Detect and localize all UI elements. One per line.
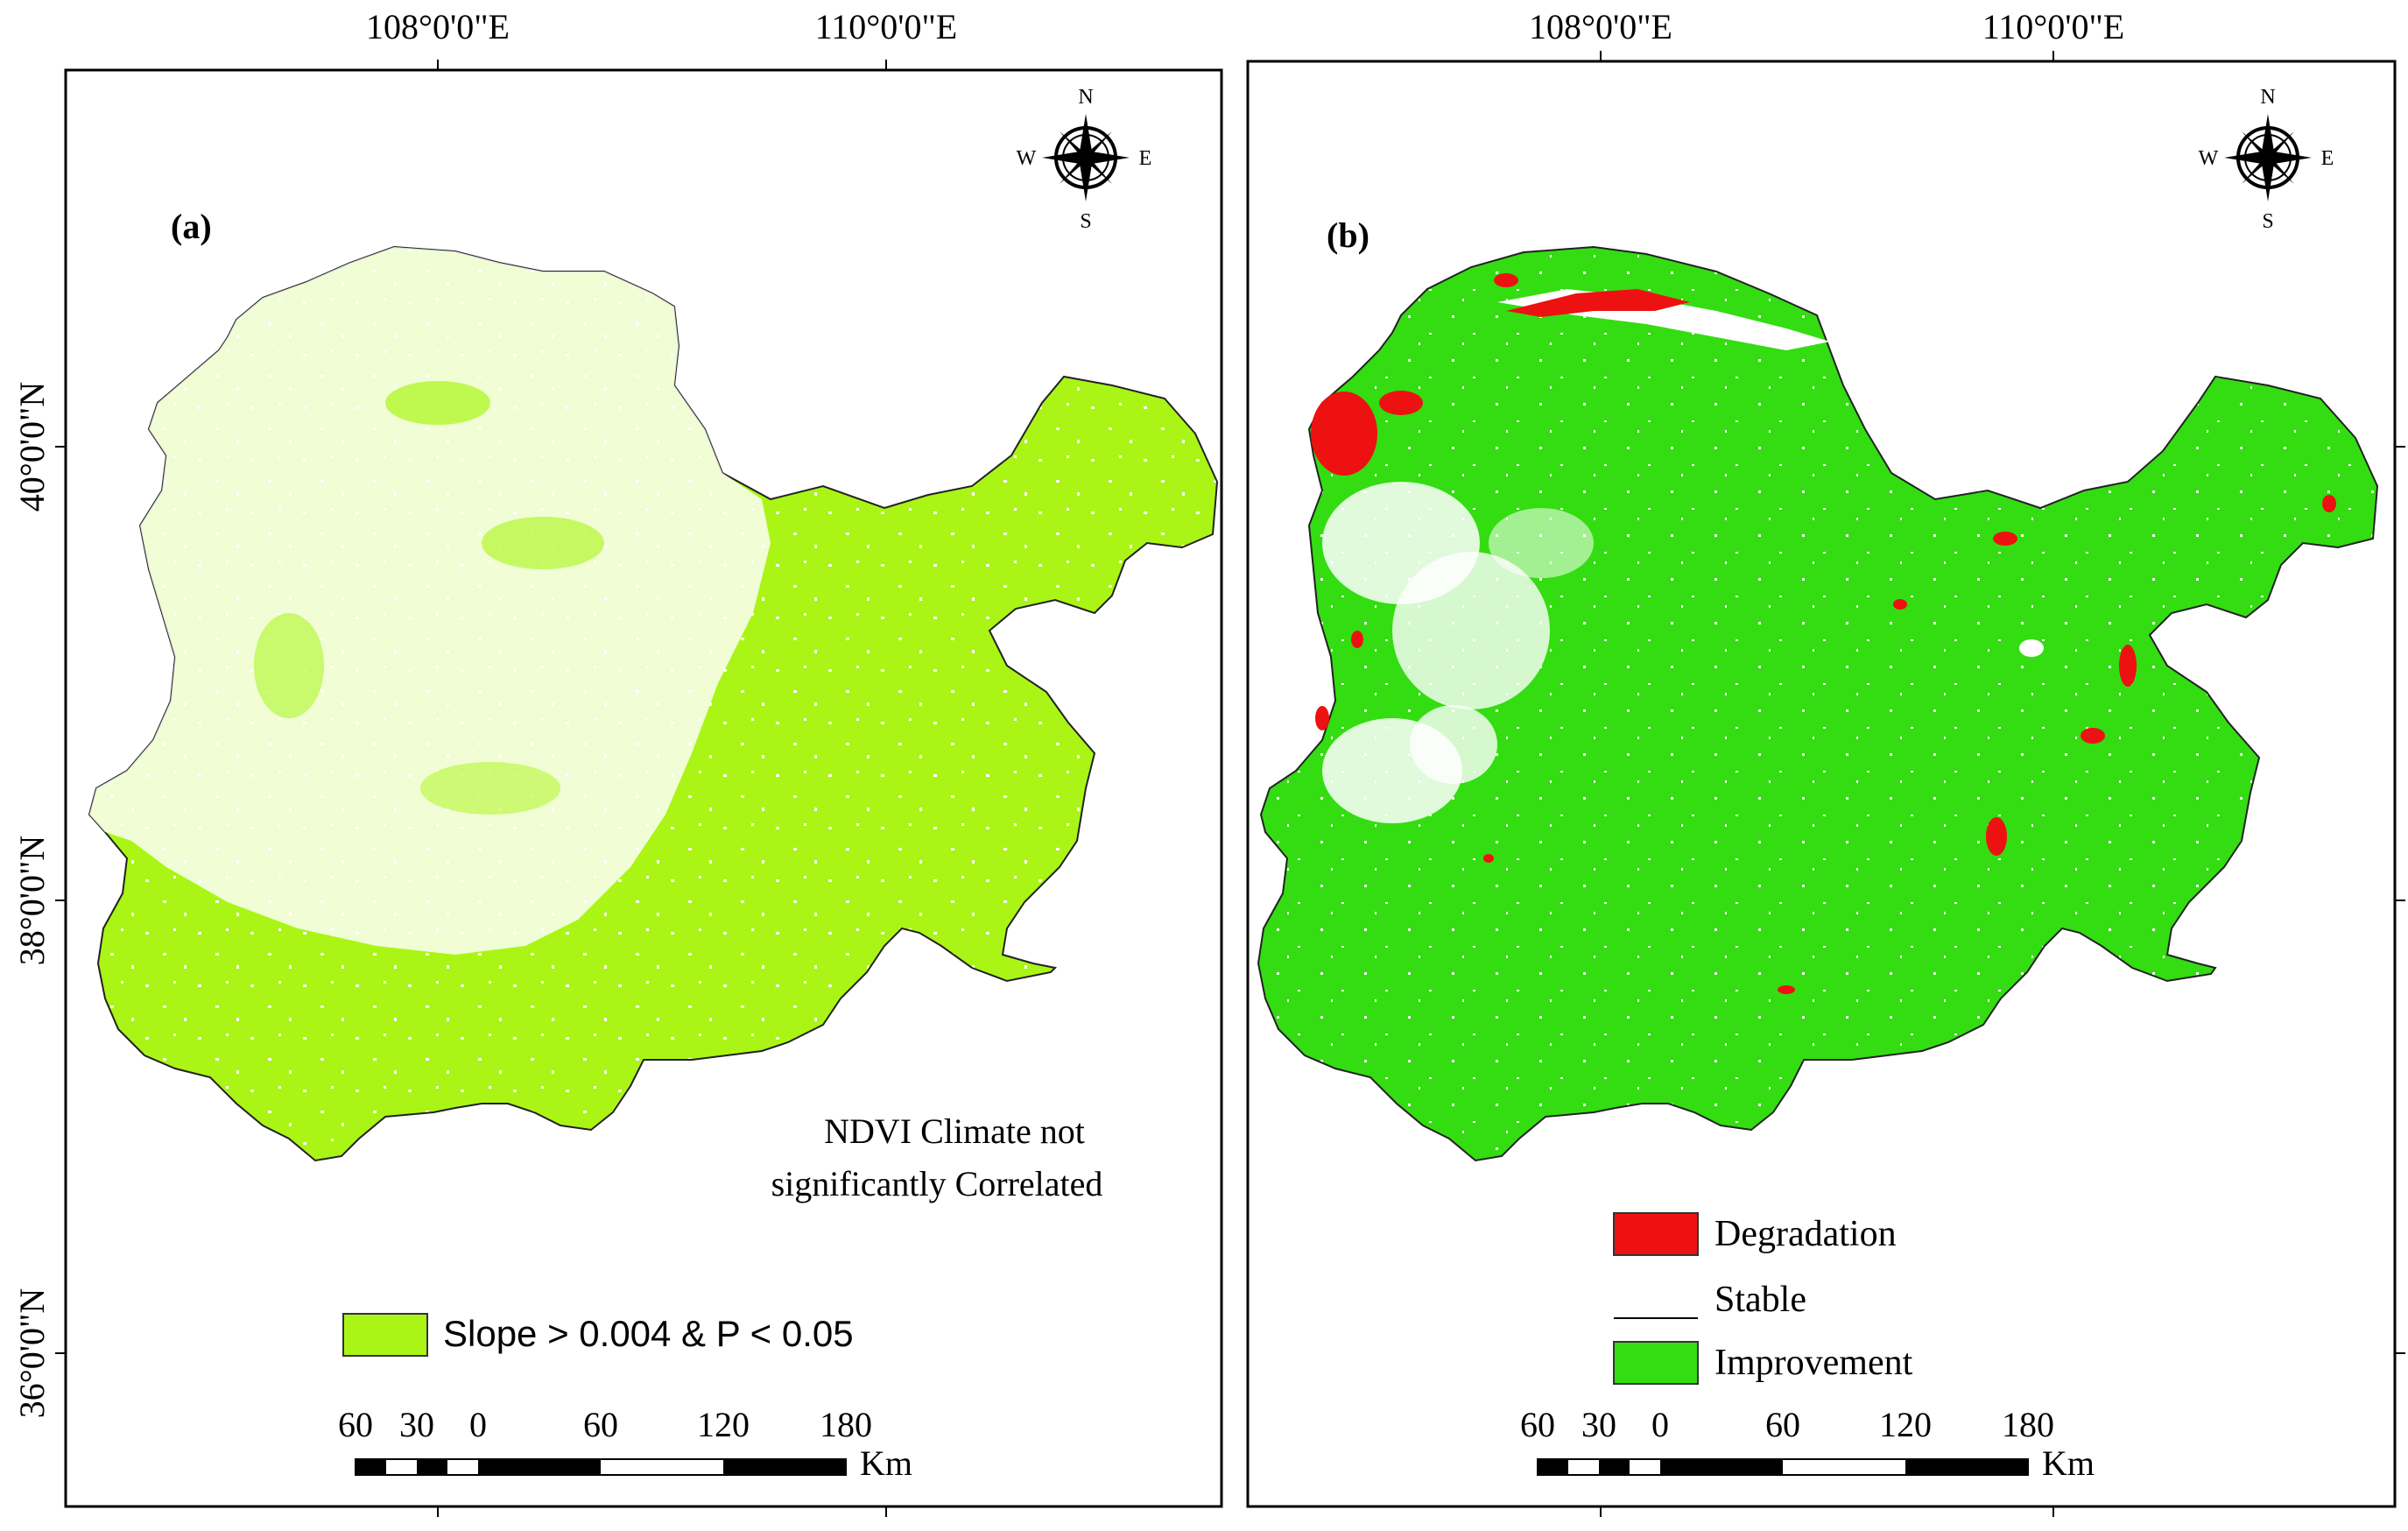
legend-a-label-slope: Slope > 0.004 & P < 0.05 xyxy=(443,1313,854,1354)
panel-a-letter: (a) xyxy=(171,207,212,246)
scale-b-seg-3 xyxy=(1660,1459,1783,1475)
lon-label-a-110: 110°0'0"E xyxy=(815,7,957,46)
lon-label-b-110: 110°0'0"E xyxy=(1982,7,2124,46)
degradation-strip-north-b xyxy=(1506,289,1690,317)
degradation-patch-b-6 xyxy=(2119,645,2137,687)
legend-b-label-stable: Stable xyxy=(1714,1280,1806,1320)
degradation-patch-b-8 xyxy=(1315,706,1329,730)
green-patch-a-3 xyxy=(254,613,324,718)
scale-a-seg-4 xyxy=(723,1459,846,1475)
scale-bar-a: 60 30 0 60 120 180 Km xyxy=(338,1405,912,1483)
compass-b-n: N xyxy=(2260,86,2275,109)
compass-b: N S E W xyxy=(2199,86,2334,233)
degradation-patch-b-2 xyxy=(1379,391,1423,415)
green-patch-a-4 xyxy=(420,762,560,815)
green-patch-a-1 xyxy=(385,381,490,425)
degradation-patch-b-12 xyxy=(1483,854,1494,863)
compass-a-e: E xyxy=(1139,147,1152,170)
scale-b-tick-label-4: 120 xyxy=(1879,1405,1932,1444)
scale-b-tick-label-2: 0 xyxy=(1651,1405,1669,1444)
scale-b-tick-label-5: 180 xyxy=(2002,1405,2054,1444)
degradation-patch-b-1 xyxy=(1311,392,1377,476)
scale-b-tick-label-0: 60 xyxy=(1520,1405,1555,1444)
lat-label-36: 36°0'0"N xyxy=(12,1288,52,1418)
stable-patch-b-4 xyxy=(1410,705,1497,784)
degradation-patch-b-11 xyxy=(1893,599,1907,610)
panel-b: 108°0'0"E 110°0'0"E xyxy=(1246,7,2405,1517)
degradation-patch-b-10 xyxy=(2322,495,2336,512)
compass-a-s: S xyxy=(1080,210,1091,233)
scale-a-seg-1 xyxy=(356,1459,386,1475)
degradation-patch-b-9 xyxy=(1351,631,1363,648)
scale-a-tick-label-2: 0 xyxy=(469,1405,487,1444)
stable-patch-b-2 xyxy=(1392,552,1550,709)
lon-label-b-108: 108°0'0"E xyxy=(1529,7,1672,46)
compass-b-s: S xyxy=(2262,210,2273,233)
scale-a-seg-3 xyxy=(478,1459,601,1475)
scale-b-tick-label-3: 60 xyxy=(1765,1405,1800,1444)
not-significant-zone-a xyxy=(89,247,771,955)
lon-label-a-108: 108°0'0"E xyxy=(366,7,510,46)
scale-b-unit: Km xyxy=(2042,1443,2095,1483)
panel-a-annotation-line2: significantly Correlated xyxy=(771,1164,1103,1203)
scale-b-tick-label-1: 30 xyxy=(1581,1405,1616,1444)
region-map-b xyxy=(1257,245,2379,1162)
scale-a-seg-2 xyxy=(417,1459,447,1475)
scale-b-seg-2 xyxy=(1599,1459,1630,1475)
lat-label-40: 40°0'0"N xyxy=(12,382,52,512)
degradation-patch-b-7 xyxy=(1993,532,2017,546)
scale-a-unit: Km xyxy=(860,1443,912,1483)
degradation-patch-b-4 xyxy=(1986,817,2007,856)
compass-a-n: N xyxy=(1078,86,1093,109)
legend-a-swatch-slope xyxy=(342,1313,428,1357)
compass-b-e: E xyxy=(2321,147,2334,170)
legend-b-swatch-improvement xyxy=(1613,1341,1699,1385)
legend-b-label-improvement: Improvement xyxy=(1714,1343,1913,1383)
scale-a-tick-label-1: 30 xyxy=(399,1405,434,1444)
scale-a-tick-label-3: 60 xyxy=(583,1405,618,1444)
compass-a-w: W xyxy=(1017,147,1037,170)
scale-a-tick-label-4: 120 xyxy=(697,1405,750,1444)
scale-b-seg-1 xyxy=(1538,1459,1568,1475)
scale-b-seg-4 xyxy=(1905,1459,2028,1475)
degradation-patch-b-13 xyxy=(1778,985,1795,994)
panel-a: 108°0'0"E 110°0'0"E 40°0'0"N 38°0'0"N 36… xyxy=(12,7,1223,1517)
legend-b-label-degradation: Degradation xyxy=(1714,1214,1897,1254)
stable-patch-b-5 xyxy=(1489,508,1594,578)
stable-patch-b-6 xyxy=(2019,639,2044,657)
panel-b-letter: (b) xyxy=(1327,215,1369,255)
scale-bar-b: 60 30 0 60 120 180 Km xyxy=(1520,1405,2095,1483)
legend-b-swatch-degradation xyxy=(1613,1212,1699,1256)
degradation-patch-b-3 xyxy=(1494,273,1518,287)
compass-a: N S E W xyxy=(1017,86,1152,233)
panel-a-annotation-line1: NDVI Climate not xyxy=(824,1111,1085,1151)
compass-b-w: W xyxy=(2199,147,2219,170)
scale-a-tick-label-5: 180 xyxy=(820,1405,872,1444)
lat-label-38: 38°0'0"N xyxy=(12,836,52,965)
green-patch-a-2 xyxy=(482,517,604,569)
scale-a-tick-label-0: 60 xyxy=(338,1405,373,1444)
degradation-patch-b-5 xyxy=(2081,728,2105,744)
